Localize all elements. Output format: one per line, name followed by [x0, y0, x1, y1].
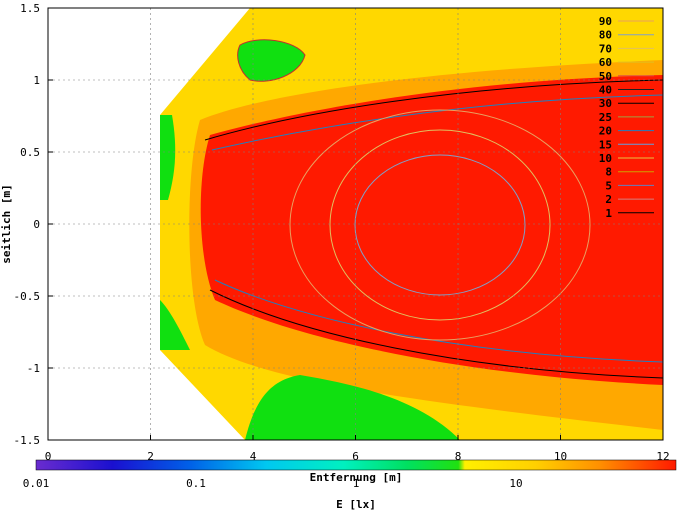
colorbar-label: E [lx] [336, 498, 376, 510]
colorbar [35, 459, 677, 471]
heatmap-field [160, 8, 663, 440]
x-axis-label: Entfernung [m] [310, 471, 403, 484]
legend-label: 25 [599, 111, 612, 124]
colorbar-ticks: 0.01 0.1 1 10 [23, 477, 523, 490]
y-axis-label: seitlich [m] [0, 184, 13, 263]
y-tick-label: -1.5 [14, 434, 41, 447]
legend-label: 90 [599, 15, 612, 28]
region-high [200, 75, 663, 385]
legend-label: 15 [599, 138, 612, 151]
x-tick-label: 0 [45, 450, 52, 463]
y-tick-label: -1 [27, 362, 40, 375]
legend-label: 20 [599, 125, 612, 138]
legend-label: 30 [599, 97, 612, 110]
contour-line [354, 154, 526, 296]
y-tick-label: -0.5 [14, 290, 41, 303]
legend-label: 10 [599, 152, 612, 165]
y-tick-label: 1.5 [20, 2, 40, 15]
x-tick-label: 2 [147, 450, 154, 463]
legend-label: 40 [599, 84, 612, 97]
legend-label: 8 [605, 166, 612, 179]
legend-label: 80 [599, 29, 612, 42]
colorbar-tick-label: 1 [353, 477, 360, 490]
contour-line [329, 129, 551, 321]
colorbar-tick-label: 0.1 [186, 477, 206, 490]
colorbar-tick-label: 10 [509, 477, 522, 490]
legend-label: 70 [599, 42, 612, 55]
contour-line [204, 79, 663, 141]
x-tick-label: 4 [250, 450, 257, 463]
legend-label: 5 [605, 179, 612, 192]
legend-label: 60 [599, 56, 612, 69]
contour-line [237, 39, 306, 82]
region-low-top [237, 39, 305, 82]
y-tick-label: 0 [33, 218, 40, 231]
y-axis-ticks: 1.5 1 0.5 0 -0.5 -1 -1.5 [14, 2, 53, 447]
legend-label: 1 [605, 207, 612, 220]
grid-lines [48, 8, 663, 440]
legend-label: 2 [605, 193, 612, 206]
region-low-bottom [245, 375, 460, 440]
contour-line [209, 289, 663, 379]
x-tick-label: 6 [352, 450, 359, 463]
contour-line [289, 109, 591, 341]
y-tick-label: 0.5 [20, 146, 40, 159]
legend-label: 50 [599, 70, 612, 83]
colorbar-tick-label: 0.01 [23, 477, 50, 490]
region-low-left [160, 115, 176, 200]
y-tick-label: 1 [33, 74, 40, 87]
x-tick-label: 8 [455, 450, 462, 463]
contour-line [211, 94, 663, 151]
region-low-leftbottom [160, 300, 190, 350]
